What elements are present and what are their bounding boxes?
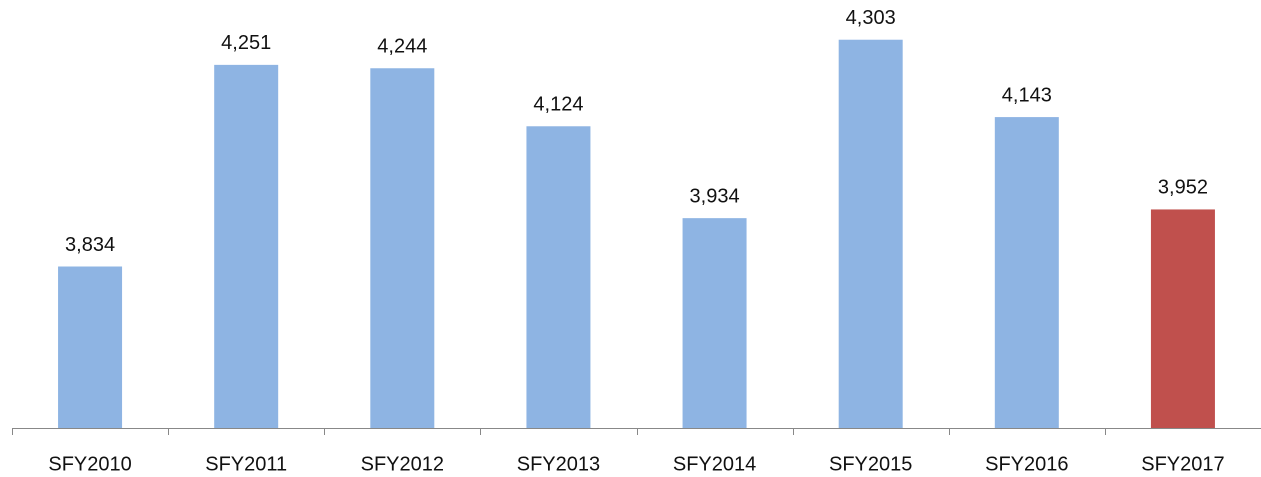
value-label: 3,934 [690,185,740,207]
bar [370,68,435,428]
x-tick-label: SFY2012 [361,453,444,475]
bar [526,126,591,428]
value-label: 3,834 [65,234,115,256]
x-tick-label: SFY2014 [673,453,756,475]
value-label: 4,244 [377,36,427,58]
x-tick-label: SFY2010 [48,453,131,475]
bar [994,117,1059,429]
bar [838,39,903,428]
x-tick-label: SFY2017 [1141,453,1224,475]
x-tick-label: SFY2011 [205,453,287,475]
value-label: 3,952 [1158,177,1208,199]
value-label: 4,251 [221,32,271,54]
x-tick-label: SFY2013 [517,453,600,475]
value-label: 4,124 [533,94,583,116]
x-tick-label: SFY2015 [829,453,912,475]
bar [58,266,123,428]
x-tick-label: SFY2016 [985,453,1068,475]
bar [682,218,747,428]
value-label: 4,143 [1002,84,1052,106]
bar [1150,209,1215,428]
bar [214,64,279,428]
value-label: 4,303 [846,7,896,29]
